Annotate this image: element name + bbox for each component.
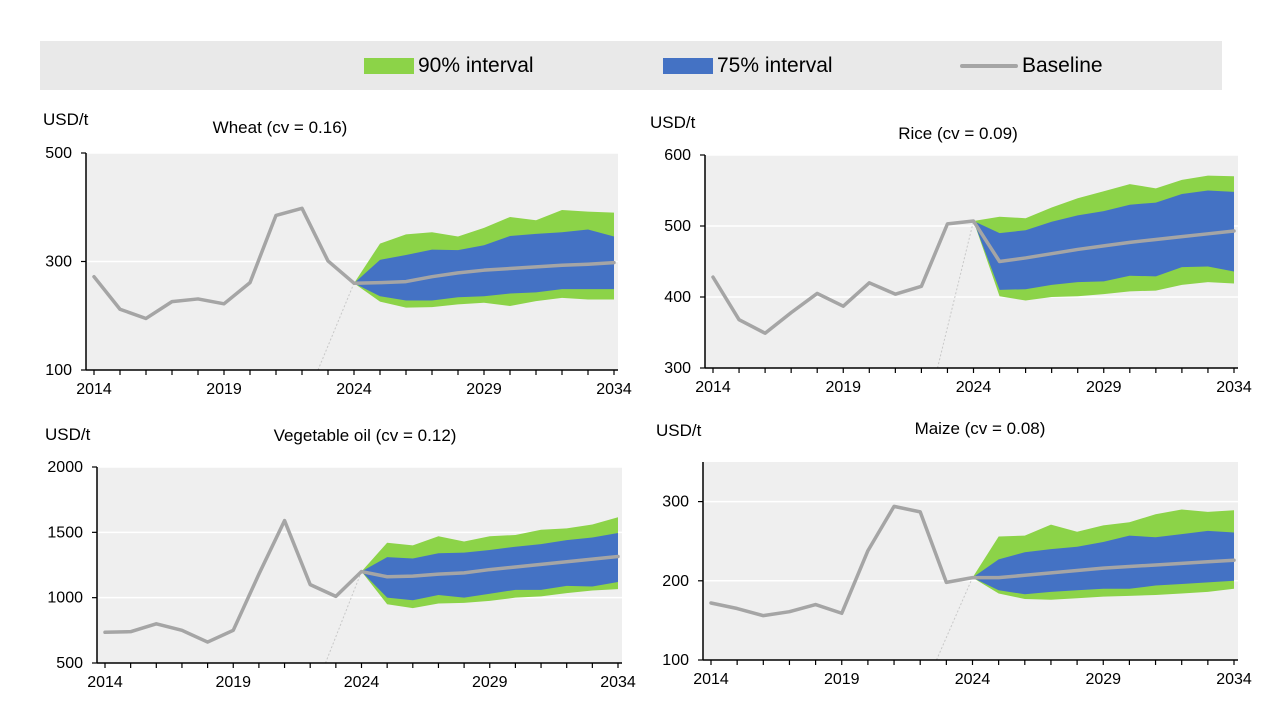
wheat-band-75	[354, 229, 614, 301]
wheat-y-tick-label: 100	[45, 362, 72, 379]
vegoil-x-tick-label: 2019	[215, 674, 251, 691]
wheat-y-tick-label: 500	[45, 145, 72, 162]
legend-item-75: 75% interval	[663, 41, 833, 90]
maize-y-unit-label: USD/t	[656, 421, 702, 440]
vegoil-band-75	[361, 532, 618, 601]
rice-x-tick-label: 2019	[825, 379, 861, 396]
rice-y-tick-label: 300	[664, 360, 691, 377]
legend-label-90: 90% interval	[418, 53, 534, 77]
rice-chart-title: Rice (cv = 0.09)	[898, 124, 1018, 143]
wheat-y-tick-label: 300	[45, 254, 72, 271]
vegoil-x-tick-label: 2029	[472, 674, 508, 691]
vegoil-forecast-marker	[325, 571, 362, 664]
rice-y-tick-label: 500	[664, 218, 691, 235]
rice-x-tick-label: 2014	[695, 379, 731, 396]
vegoil-y-unit-label: USD/t	[45, 425, 91, 444]
legend-item-baseline: Baseline	[960, 41, 1103, 90]
rice-band-75	[973, 190, 1234, 290]
wheat-x-tick-label: 2034	[596, 381, 632, 398]
legend-label-75: 75% interval	[717, 53, 833, 77]
rice-x-tick-label: 2034	[1216, 379, 1252, 396]
legend-label-baseline: Baseline	[1022, 53, 1103, 77]
maize-x-tick-label: 2024	[955, 671, 991, 688]
rice-y-tick-label: 600	[664, 147, 691, 164]
legend-item-90: 90% interval	[364, 41, 534, 90]
vegoil-x-tick-label: 2014	[87, 674, 123, 691]
rice-x-tick-label: 2024	[956, 379, 992, 396]
maize-forecast-marker	[936, 577, 973, 661]
vegoil-y-tick-label: 2000	[47, 459, 83, 476]
wheat-x-tick-label: 2029	[466, 381, 502, 398]
legend-swatch-90	[364, 57, 414, 74]
vegoil-y-tick-label: 500	[56, 655, 83, 672]
vegoil-y-tick-label: 1000	[47, 590, 83, 607]
rice-y-unit-label: USD/t	[650, 113, 696, 132]
wheat-chart-title: Wheat (cv = 0.16)	[213, 118, 348, 137]
vegoil-x-tick-label: 2034	[600, 674, 636, 691]
wheat-x-tick-label: 2014	[76, 381, 112, 398]
rice-y-tick-label: 400	[664, 289, 691, 306]
legend-swatch-75	[663, 57, 713, 74]
wheat-x-tick-label: 2024	[336, 381, 372, 398]
rice-x-tick-label: 2029	[1086, 379, 1122, 396]
legend-bar: 90% interval 75% interval Baseline	[40, 41, 1222, 90]
maize-x-tick-label: 2029	[1085, 671, 1121, 688]
vegoil-y-tick-label: 1500	[47, 524, 83, 541]
maize-chart-title: Maize (cv = 0.08)	[915, 419, 1046, 438]
vegoil-chart-title: Vegetable oil (cv = 0.12)	[274, 426, 457, 445]
maize-x-tick-label: 2034	[1216, 671, 1252, 688]
maize-x-tick-label: 2014	[693, 671, 729, 688]
maize-band-75	[972, 530, 1234, 595]
vegoil-x-tick-label: 2024	[344, 674, 380, 691]
wheat-y-unit-label: USD/t	[43, 110, 89, 129]
legend-swatch-baseline	[960, 63, 1018, 68]
wheat-x-tick-label: 2019	[206, 381, 242, 398]
maize-x-tick-label: 2019	[824, 671, 860, 688]
maize-y-tick-label: 100	[662, 652, 689, 669]
maize-y-tick-label: 300	[662, 494, 689, 511]
rice-forecast-marker	[937, 220, 974, 369]
maize-y-tick-label: 200	[662, 573, 689, 590]
